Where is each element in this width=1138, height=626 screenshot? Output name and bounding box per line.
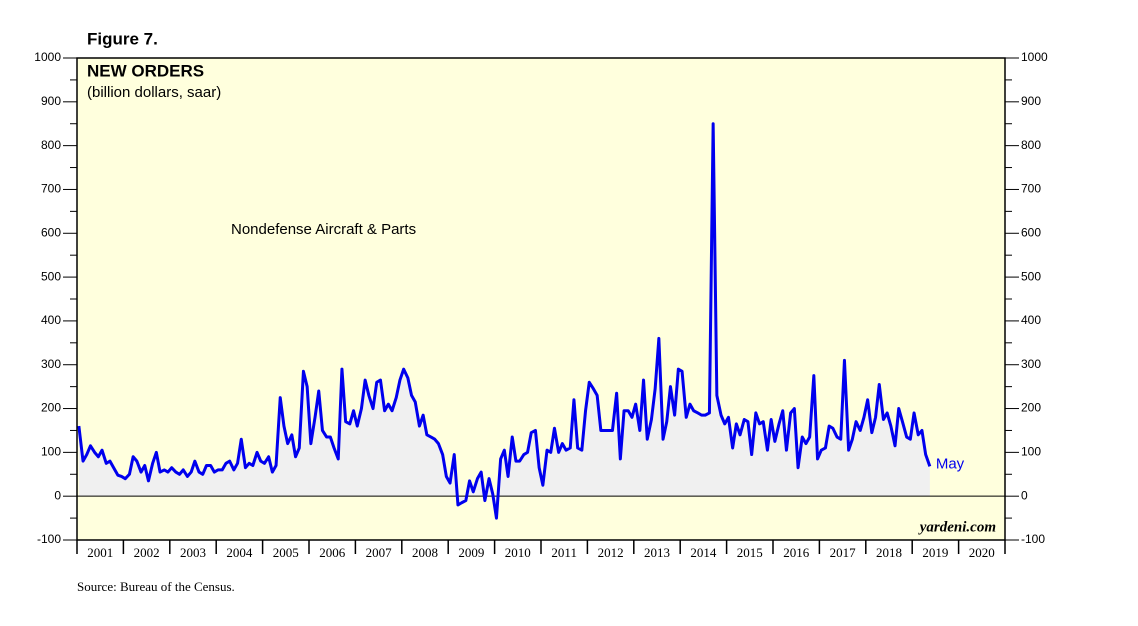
y-tick-label: -100 [37,532,61,546]
y-tick-label: 500 [41,269,61,283]
x-tick-label: 2002 [134,545,160,560]
y-tick-label: 900 [41,94,61,108]
y2-tick-label: 200 [1021,401,1041,415]
x-tick-label: 2013 [644,545,670,560]
y2-tick-label: 700 [1021,182,1041,196]
x-tick-label: 2008 [412,545,438,560]
x-tick-label: 2007 [366,545,393,560]
y2-tick-label: 1000 [1021,50,1048,64]
x-tick-label: 2012 [598,545,624,560]
y-tick-label: 400 [41,313,61,327]
x-tick-label: 2003 [180,545,206,560]
chart-subtitle: (billion dollars, saar) [87,84,221,101]
y-tick-label: 600 [41,225,61,239]
series-label: Nondefense Aircraft & Parts [231,221,416,238]
x-tick-label: 2014 [690,545,717,560]
y2-tick-label: 500 [1021,269,1041,283]
y-tick-label: 200 [41,401,61,415]
x-tick-label: 2001 [87,545,113,560]
x-tick-label: 2015 [737,545,763,560]
x-tick-label: 2020 [969,545,995,560]
y2-tick-label: 600 [1021,225,1041,239]
y2-tick-label: 900 [1021,94,1041,108]
figure-label: Figure 7. [87,29,158,48]
x-tick-label: 2006 [319,545,346,560]
y-tick-label: 0 [54,488,61,502]
y2-tick-label: 300 [1021,357,1041,371]
x-tick-label: 2009 [458,545,484,560]
y2-tick-label: 400 [1021,313,1041,327]
x-tick-label: 2017 [830,545,857,560]
y-tick-label: 700 [41,182,61,196]
x-tick-label: 2019 [922,545,948,560]
y-tick-label: 800 [41,138,61,152]
source-note: Source: Bureau of the Census. [77,579,235,594]
x-tick-label: 2018 [876,545,902,560]
annotation: May [936,455,965,472]
y-tick-label: 1000 [34,50,61,64]
x-tick-label: 2016 [783,545,810,560]
y2-tick-label: 0 [1021,488,1028,502]
watermark: yardeni.com [918,519,996,535]
x-tick-label: 2004 [226,545,253,560]
series-line [77,122,932,520]
x-tick-label: 2011 [551,545,577,560]
chart-title: NEW ORDERS [87,61,204,80]
x-tick-label: 2005 [273,545,299,560]
y2-tick-label: -100 [1021,532,1045,546]
y2-tick-label: 100 [1021,445,1041,459]
y-tick-label: 100 [41,445,61,459]
area-fill [78,123,930,519]
y-tick-label: 300 [41,357,61,371]
x-tick-label: 2010 [505,545,531,560]
y2-tick-label: 800 [1021,138,1041,152]
